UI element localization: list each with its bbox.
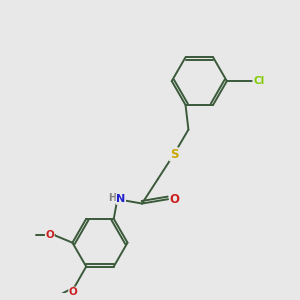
Text: O: O xyxy=(169,193,179,206)
Text: N: N xyxy=(116,194,125,204)
Text: H: H xyxy=(108,193,116,203)
Text: O: O xyxy=(69,287,77,297)
Text: O: O xyxy=(45,230,54,240)
Text: Cl: Cl xyxy=(253,76,264,86)
Text: S: S xyxy=(170,148,178,161)
